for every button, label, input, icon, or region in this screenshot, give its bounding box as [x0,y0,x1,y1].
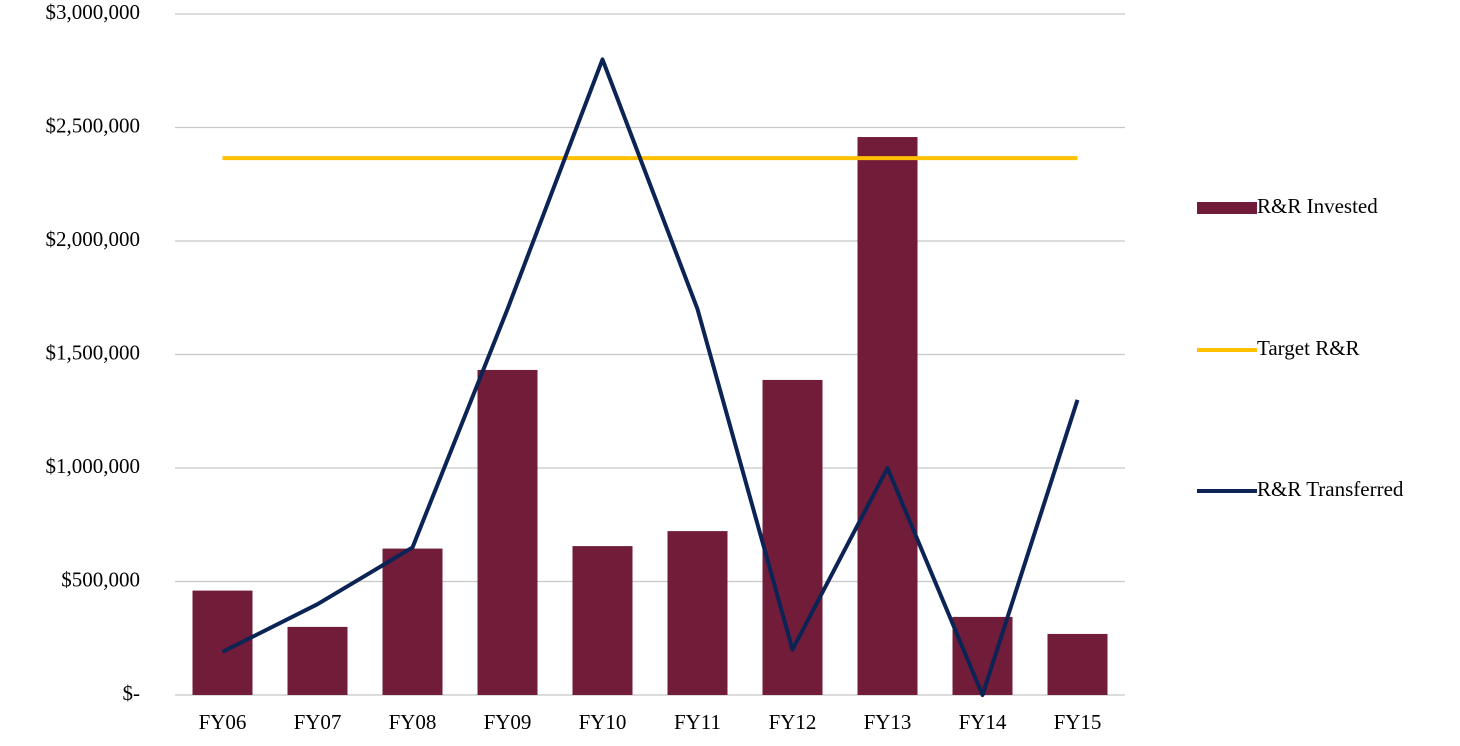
legend-label: R&R Invested [1257,194,1378,218]
x-tick-label: FY10 [579,710,627,734]
line [221,57,1080,697]
x-tick-label: FY14 [959,710,1007,734]
legend-label: R&R Transferred [1257,477,1404,501]
bar [477,369,538,695]
y-tick-label: $- [123,681,141,705]
y-tick-label: $2,000,000 [46,227,141,251]
x-tick-label: FY11 [674,710,721,734]
bar [857,137,918,695]
x-tick-label: FY07 [294,710,342,734]
x-tick-label: FY12 [769,710,817,734]
bar [667,531,728,695]
y-tick-label: $1,000,000 [46,454,141,478]
x-tick-label: FY15 [1054,710,1102,734]
y-tick-label: $1,500,000 [46,340,141,364]
y-tick-label: $2,500,000 [46,113,141,137]
y-tick-label: $500,000 [61,567,140,591]
bar [287,626,348,695]
y-tick-label: $3,000,000 [46,0,141,24]
bar [382,548,443,695]
legend-label: Target R&R [1257,336,1360,360]
x-tick-label: FY08 [389,710,437,734]
bar [572,546,633,695]
x-tick-label: FY06 [199,710,247,734]
legend-swatch [1197,202,1257,214]
x-tick-label: FY09 [484,710,532,734]
bar [1047,633,1108,695]
x-tick-label: FY13 [864,710,912,734]
